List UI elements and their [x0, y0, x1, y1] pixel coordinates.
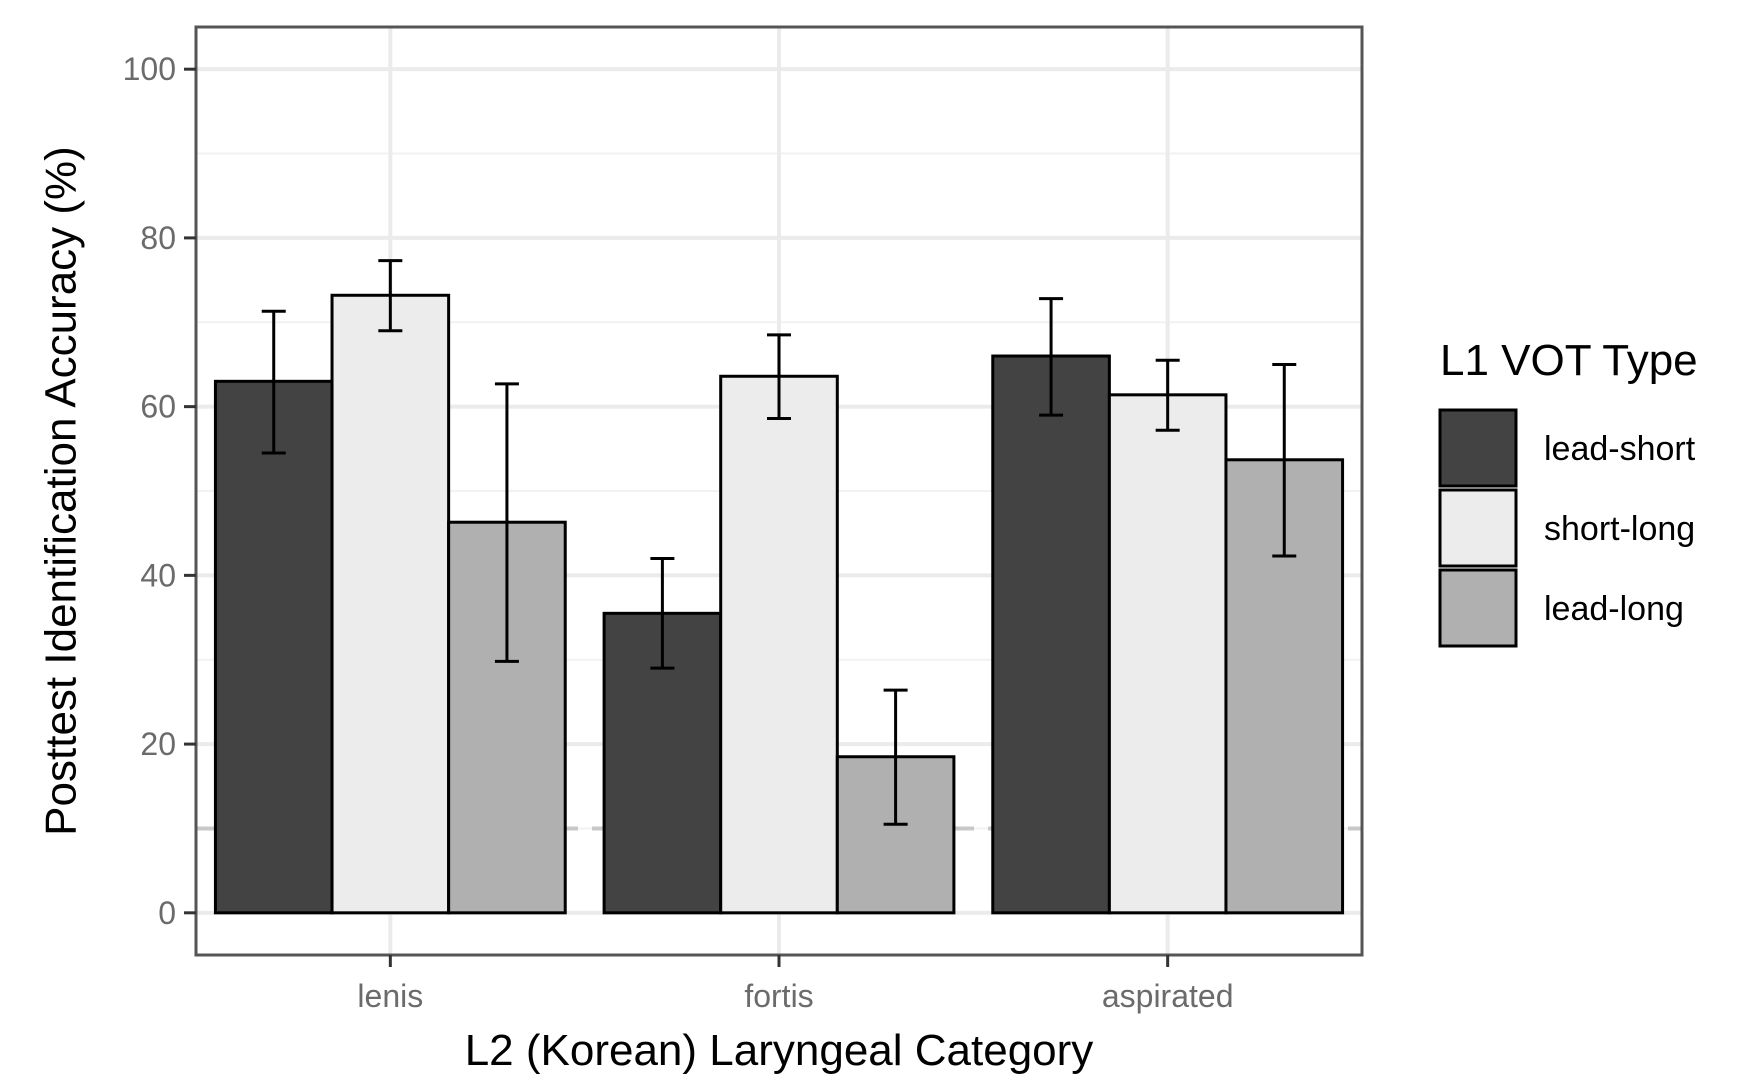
bar-lead-short-aspirated — [991, 354, 1111, 915]
y-tick-label: 100 — [123, 51, 176, 87]
y-axis-title: Posttest Identification Accuracy (%) — [37, 146, 86, 836]
bar-short-long-aspirated — [1107, 393, 1228, 915]
error-bar-short-long-fortis — [767, 333, 791, 420]
legend-item-short-long: short-long — [1438, 488, 1695, 568]
error-bar-lead-long-lenis — [494, 382, 519, 663]
error-bar-lead-long-aspirated — [1272, 362, 1297, 558]
legend-label: short-long — [1544, 510, 1695, 548]
y-tick-label: 20 — [140, 726, 176, 762]
legend-key-short-long — [1438, 488, 1518, 568]
error-bar-short-long-lenis — [378, 259, 403, 333]
x-axis-title: L2 (Korean) Laryngeal Category — [465, 1026, 1094, 1075]
bar-short-long-fortis — [719, 374, 839, 915]
y-tick-label: 60 — [140, 389, 176, 425]
legend-label: lead-short — [1544, 430, 1696, 468]
y-tick-label: 80 — [140, 220, 176, 256]
x-tick-label: fortis — [744, 978, 813, 1014]
error-bar-lead-short-aspirated — [1039, 297, 1064, 417]
legend: L1 VOT Type lead-short short-long lead-lon… — [1438, 336, 1698, 648]
axes: 0 20 40 60 80 100 lenis fortis aspirated — [123, 51, 1234, 1014]
legend-key-lead-short — [1438, 408, 1518, 488]
error-bar-lead-short-fortis — [650, 556, 675, 670]
legend-item-lead-short: lead-short — [1438, 408, 1696, 488]
y-tick-label: 0 — [158, 895, 176, 931]
error-bar-short-long-aspirated — [1155, 358, 1180, 432]
legend-label: lead-long — [1544, 590, 1684, 628]
error-bar-lead-short-lenis — [261, 309, 286, 455]
bar-lead-short-lenis — [213, 379, 334, 915]
x-tick-label: lenis — [357, 978, 423, 1014]
error-bar-lead-long-fortis — [883, 688, 908, 826]
error-bars — [261, 259, 1297, 826]
bar-short-long-lenis — [330, 293, 451, 915]
legend-item-lead-long: lead-long — [1438, 568, 1684, 648]
legend-key-lead-long — [1438, 568, 1518, 648]
x-tick-label: aspirated — [1102, 978, 1234, 1014]
legend-title: L1 VOT Type — [1440, 336, 1698, 385]
y-tick-label: 40 — [140, 557, 176, 593]
